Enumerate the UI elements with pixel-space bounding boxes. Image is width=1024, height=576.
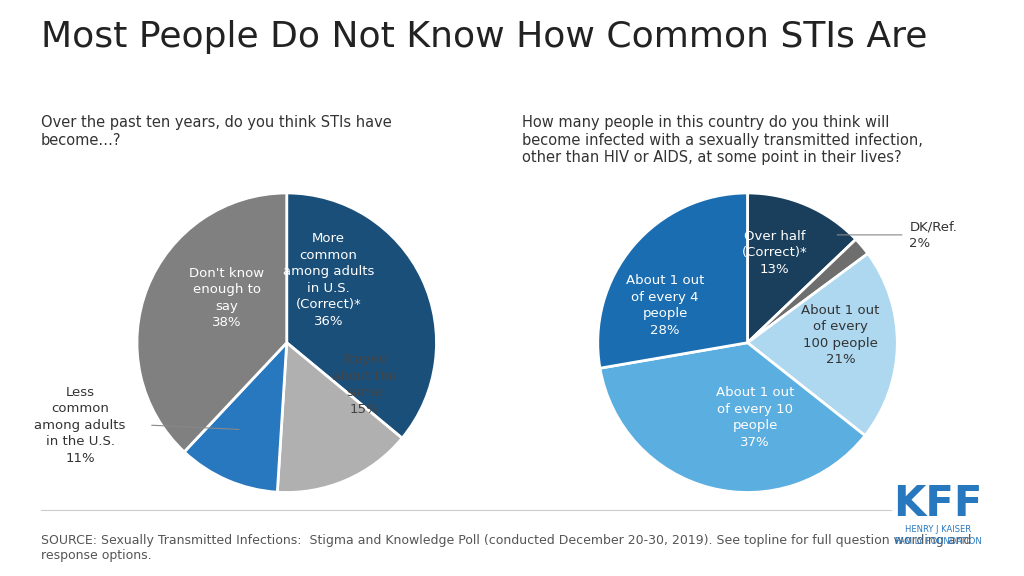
Wedge shape bbox=[278, 343, 402, 492]
Wedge shape bbox=[748, 193, 856, 343]
Text: HENRY J KAISER
FAMILY FOUNDATION: HENRY J KAISER FAMILY FOUNDATION bbox=[895, 525, 981, 546]
Text: Stayed
about the
same
15%: Stayed about the same 15% bbox=[332, 354, 397, 416]
Wedge shape bbox=[748, 239, 868, 343]
Text: How many people in this country do you think will
become infected with a sexuall: How many people in this country do you t… bbox=[522, 115, 923, 165]
Wedge shape bbox=[137, 193, 287, 452]
Wedge shape bbox=[598, 193, 748, 368]
Text: Over the past ten years, do you think STIs have
become…?: Over the past ten years, do you think ST… bbox=[41, 115, 392, 147]
Text: DK/Ref.
2%: DK/Ref. 2% bbox=[909, 220, 957, 249]
Text: Don't know
enough to
say
38%: Don't know enough to say 38% bbox=[189, 267, 264, 329]
Text: About 1 out
of every 4
people
28%: About 1 out of every 4 people 28% bbox=[626, 274, 705, 336]
Wedge shape bbox=[600, 343, 865, 492]
Text: About 1 out
of every 10
people
37%: About 1 out of every 10 people 37% bbox=[716, 386, 795, 449]
Text: More
common
among adults
in U.S.
(Correct)*
36%: More common among adults in U.S. (Correc… bbox=[283, 232, 375, 328]
Text: SOURCE: Sexually Transmitted Infections:  Stigma and Knowledge Poll (conducted D: SOURCE: Sexually Transmitted Infections:… bbox=[41, 534, 972, 562]
Text: Over half
(Correct)*
13%: Over half (Correct)* 13% bbox=[741, 230, 807, 276]
Text: About 1 out
of every
100 people
21%: About 1 out of every 100 people 21% bbox=[801, 304, 880, 366]
Text: KFF: KFF bbox=[893, 483, 983, 525]
Wedge shape bbox=[184, 343, 287, 492]
Wedge shape bbox=[748, 253, 897, 435]
Text: Most People Do Not Know How Common STIs Are: Most People Do Not Know How Common STIs … bbox=[41, 20, 928, 54]
Wedge shape bbox=[287, 193, 436, 438]
Text: Less
common
among adults
in the U.S.
11%: Less common among adults in the U.S. 11% bbox=[35, 385, 126, 465]
